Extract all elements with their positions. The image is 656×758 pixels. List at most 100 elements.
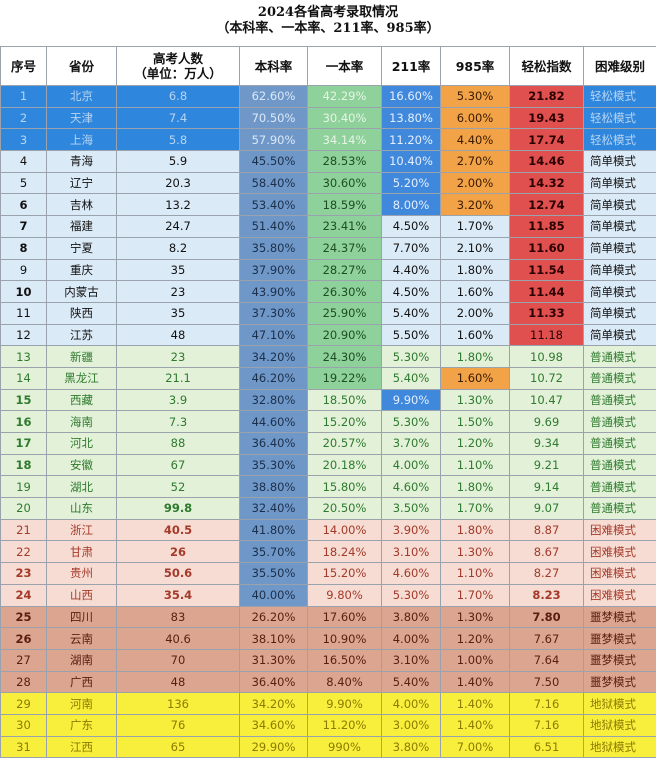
cell-tier1: 24.30% xyxy=(308,346,382,368)
cell-level: 地狱模式 xyxy=(584,693,656,715)
cell-exam: 20.3 xyxy=(117,172,240,194)
cell-bachelor: 35.70% xyxy=(240,541,308,563)
cell-211: 5.30% xyxy=(382,411,441,433)
cell-province: 宁夏 xyxy=(47,237,117,259)
header-idx: 序号 xyxy=(1,47,47,86)
cell-exam: 26 xyxy=(117,541,240,563)
cell-exam: 23 xyxy=(117,281,240,303)
cell-211: 3.10% xyxy=(382,649,441,671)
cell-exam: 24.7 xyxy=(117,216,240,238)
cell-tier1: 23.41% xyxy=(308,216,382,238)
header-exam-line1: 高考人数 xyxy=(117,51,239,66)
cell-level: 简单模式 xyxy=(584,281,656,303)
cell-province: 重庆 xyxy=(47,259,117,281)
cell-level: 噩梦模式 xyxy=(584,649,656,671)
page-title: 2024各省高考录取情况 xyxy=(0,5,656,21)
cell-idx: 4 xyxy=(1,151,47,173)
cell-province: 四川 xyxy=(47,606,117,628)
cell-tier1: 28.27% xyxy=(308,259,382,281)
cell-bachelor: 53.40% xyxy=(240,194,308,216)
cell-ease: 8.23 xyxy=(510,584,584,606)
cell-bachelor: 31.30% xyxy=(240,649,308,671)
cell-tier1: 30.40% xyxy=(308,107,382,129)
cell-211: 5.20% xyxy=(382,172,441,194)
cell-bachelor: 36.40% xyxy=(240,433,308,455)
cell-idx: 12 xyxy=(1,324,47,346)
cell-985: 1.70% xyxy=(441,584,510,606)
cell-ease: 14.46 xyxy=(510,151,584,173)
cell-985: 1.40% xyxy=(441,714,510,736)
cell-level: 简单模式 xyxy=(584,194,656,216)
cell-bachelor: 26.20% xyxy=(240,606,308,628)
cell-ease: 11.60 xyxy=(510,237,584,259)
cell-idx: 17 xyxy=(1,433,47,455)
cell-ease: 14.32 xyxy=(510,172,584,194)
cell-ease: 11.85 xyxy=(510,216,584,238)
cell-level: 轻松模式 xyxy=(584,86,656,108)
cell-ease: 10.98 xyxy=(510,346,584,368)
cell-tier1: 30.60% xyxy=(308,172,382,194)
cell-985: 1.10% xyxy=(441,563,510,585)
cell-level: 困难模式 xyxy=(584,541,656,563)
cell-ease: 7.64 xyxy=(510,649,584,671)
cell-tier1: 15.20% xyxy=(308,563,382,585)
cell-211: 3.80% xyxy=(382,606,441,628)
cell-bachelor: 41.80% xyxy=(240,519,308,541)
cell-211: 7.70% xyxy=(382,237,441,259)
cell-idx: 7 xyxy=(1,216,47,238)
cell-idx: 9 xyxy=(1,259,47,281)
cell-211: 3.70% xyxy=(382,433,441,455)
cell-211: 4.60% xyxy=(382,476,441,498)
cell-province: 山西 xyxy=(47,584,117,606)
cell-tier1: 18.59% xyxy=(308,194,382,216)
cell-level: 普通模式 xyxy=(584,498,656,520)
cell-exam: 3.9 xyxy=(117,389,240,411)
cell-211: 3.90% xyxy=(382,519,441,541)
cell-level: 简单模式 xyxy=(584,237,656,259)
cell-province: 辽宁 xyxy=(47,172,117,194)
cell-exam: 136 xyxy=(117,693,240,715)
cell-province: 湖南 xyxy=(47,649,117,671)
cell-985: 4.40% xyxy=(441,129,510,151)
cell-level: 困难模式 xyxy=(584,584,656,606)
cell-province: 江苏 xyxy=(47,324,117,346)
cell-985: 2.70% xyxy=(441,151,510,173)
cell-bachelor: 40.00% xyxy=(240,584,308,606)
cell-level: 简单模式 xyxy=(584,302,656,324)
cell-exam: 48 xyxy=(117,324,240,346)
cell-exam: 35.4 xyxy=(117,584,240,606)
cell-985: 5.30% xyxy=(441,86,510,108)
cell-bachelor: 34.20% xyxy=(240,346,308,368)
cell-level: 噩梦模式 xyxy=(584,628,656,650)
cell-idx: 13 xyxy=(1,346,47,368)
cell-level: 简单模式 xyxy=(584,324,656,346)
header-level: 困难级别 xyxy=(584,47,656,86)
cell-exam: 6.8 xyxy=(117,86,240,108)
cell-ease: 9.34 xyxy=(510,433,584,455)
cell-211: 11.20% xyxy=(382,129,441,151)
cell-bachelor: 32.80% xyxy=(240,389,308,411)
cell-level: 困难模式 xyxy=(584,563,656,585)
cell-bachelor: 45.50% xyxy=(240,151,308,173)
cell-idx: 1 xyxy=(1,86,47,108)
cell-bachelor: 34.60% xyxy=(240,714,308,736)
cell-exam: 65 xyxy=(117,736,240,758)
cell-985: 1.80% xyxy=(441,519,510,541)
cell-tier1: 14.00% xyxy=(308,519,382,541)
cell-ease: 10.47 xyxy=(510,389,584,411)
cell-province: 江西 xyxy=(47,736,117,758)
cell-level: 普通模式 xyxy=(584,411,656,433)
cell-985: 1.70% xyxy=(441,498,510,520)
cell-211: 4.50% xyxy=(382,216,441,238)
cell-idx: 20 xyxy=(1,498,47,520)
cell-exam: 13.2 xyxy=(117,194,240,216)
